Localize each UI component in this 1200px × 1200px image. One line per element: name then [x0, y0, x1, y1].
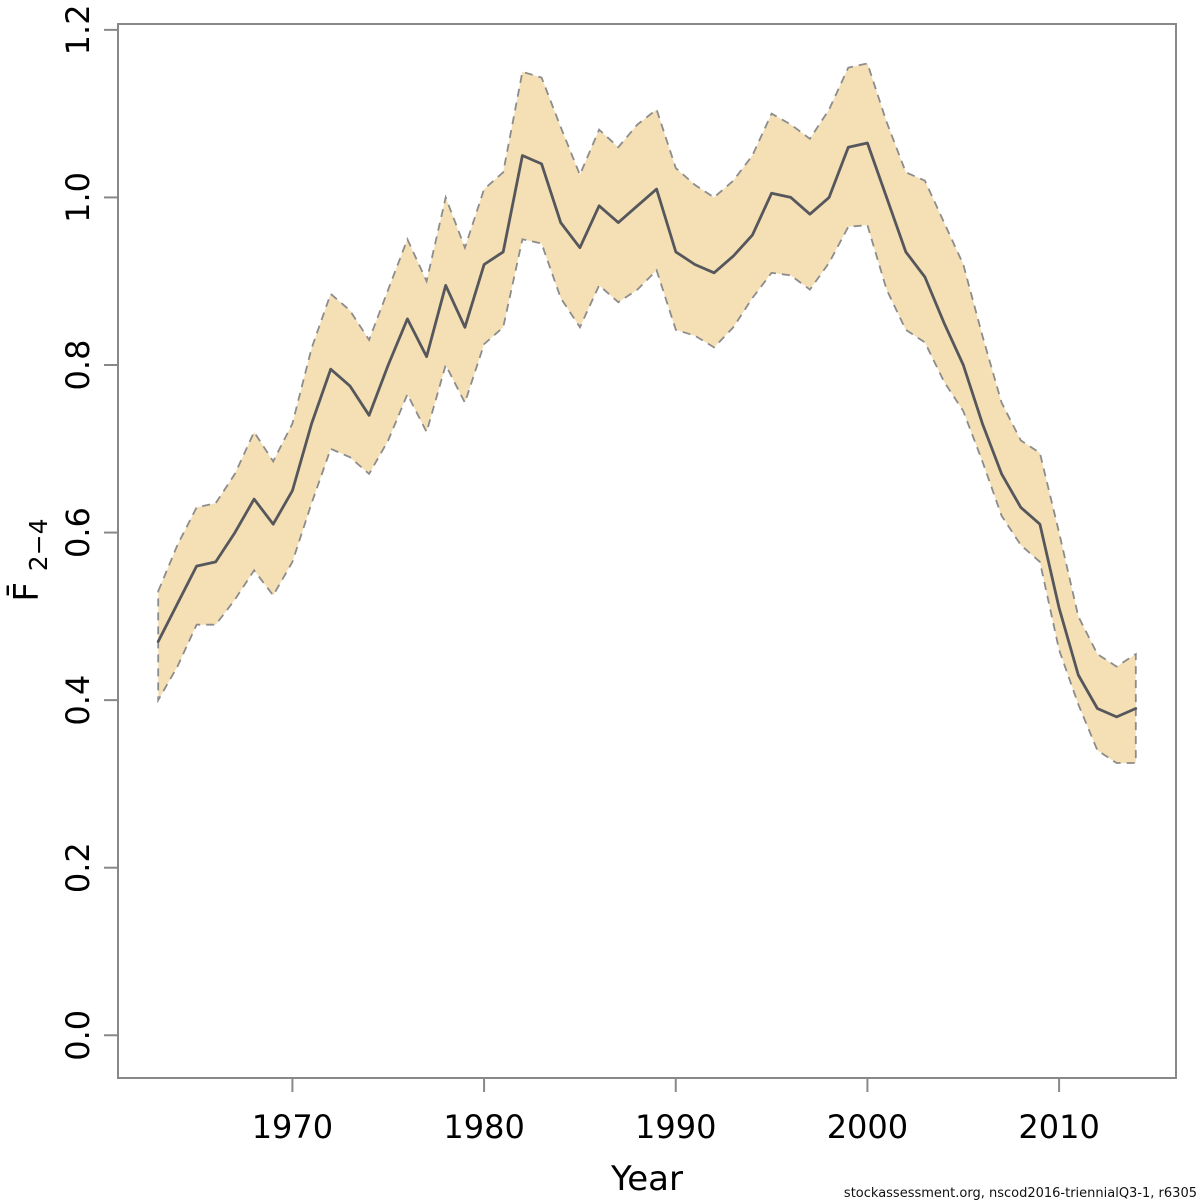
y-tick-label: 0.2: [59, 842, 97, 893]
x-tick-label: 1970: [252, 1108, 333, 1146]
y-tick-label: 1.2: [59, 4, 97, 55]
x-tick-label: 2010: [1018, 1108, 1099, 1146]
x-tick-label: 1980: [443, 1108, 524, 1146]
confidence-band: [157, 62, 1137, 764]
series-group: [156, 141, 1138, 719]
plot-border-box: [117, 23, 1177, 1079]
confidence-band-group: [157, 62, 1137, 764]
y-tick-label: 0.6: [59, 507, 97, 558]
y-axis-title-subscript: 2−4: [24, 518, 53, 571]
y-axis: 0.0 0.2 0.4 0.6 0.8 1.0 1.2: [59, 4, 118, 1061]
y-tick-label: 0.4: [59, 675, 97, 726]
y-tick-label: 1.0: [59, 172, 97, 223]
x-tick-label: 2000: [827, 1108, 908, 1146]
y-axis-title-main: F̄: [6, 582, 47, 602]
footer-credit: stockassessment.org, nscod2016-triennial…: [844, 1186, 1197, 1200]
y-tick-label: 0.8: [59, 340, 97, 391]
x-axis: 1970 1980 1990 2000 2010: [252, 1078, 1100, 1146]
mean-line: [156, 141, 1138, 719]
x-axis-title: Year: [610, 1159, 683, 1199]
y-tick-label: 0.0: [59, 1010, 97, 1061]
x-tick-label: 1990: [635, 1108, 716, 1146]
y-axis-title: F̄ 2−4: [6, 518, 53, 601]
